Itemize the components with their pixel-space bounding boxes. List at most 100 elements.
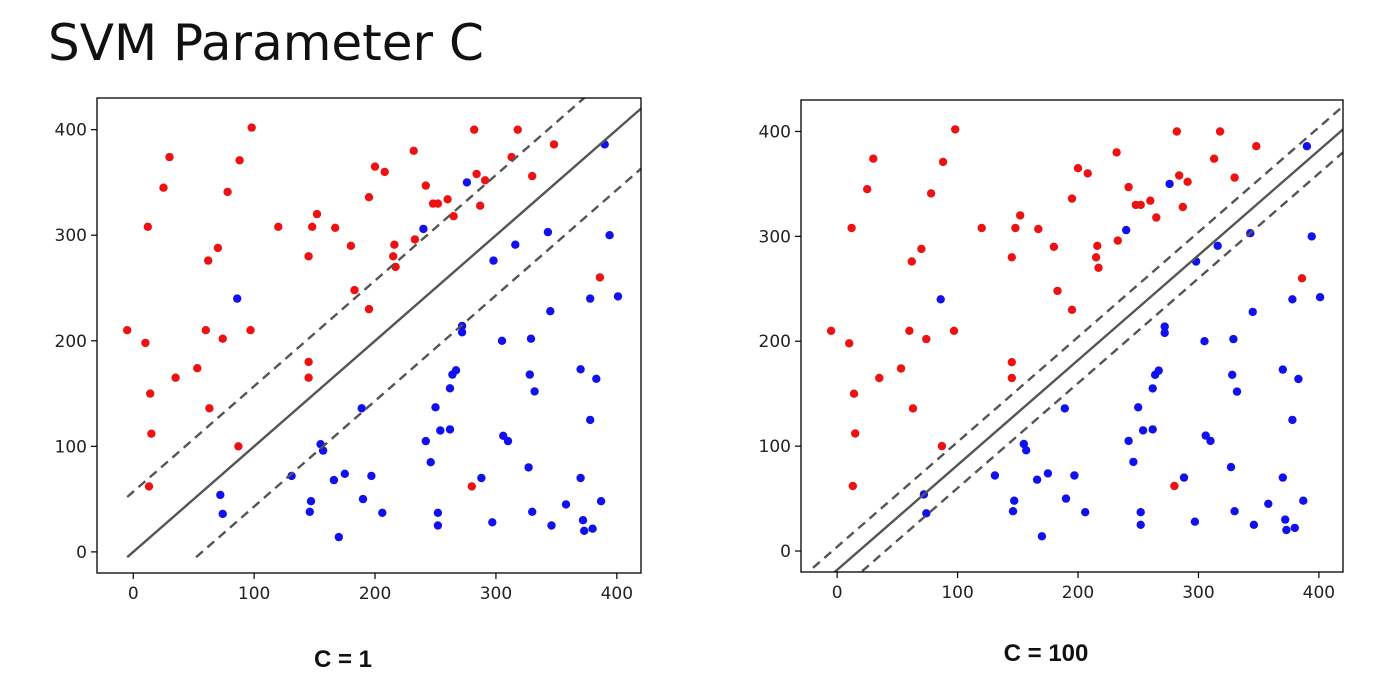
- point-blue-52: [1294, 374, 1303, 384]
- point-red-7: [165, 152, 174, 162]
- point-red-34: [1093, 241, 1102, 250]
- point-red-43: [467, 482, 476, 491]
- point-blue-39: [1230, 507, 1239, 516]
- chart-caption-c-100: C = 100: [1003, 640, 1089, 667]
- point-blue-23: [1148, 384, 1157, 393]
- point-blue-4: [1008, 507, 1018, 516]
- y-tick-label: 300: [55, 226, 87, 246]
- x-tick-label: 0: [832, 583, 843, 603]
- point-red-47: [480, 176, 490, 185]
- point-blue-52: [592, 374, 601, 383]
- point-red-8: [875, 373, 884, 383]
- point-blue-51: [1290, 523, 1300, 533]
- chart-c-1: 0 100 200 300 400 0 100 200 300 400: [55, 97, 642, 604]
- point-red-26: [331, 223, 340, 232]
- point-red-45: [1175, 171, 1184, 180]
- point-red-11: [907, 257, 916, 266]
- point-red-37: [410, 235, 420, 244]
- point-red-16: [937, 441, 947, 451]
- point-blue-51: [588, 524, 597, 533]
- y-tick-label: 0: [76, 543, 87, 563]
- point-blue-11: [357, 404, 366, 413]
- point-blue-10: [340, 469, 349, 478]
- point-blue-47: [1281, 515, 1290, 524]
- point-red-6: [159, 183, 168, 192]
- x-tick-label: 400: [1303, 583, 1335, 603]
- point-blue-21: [1138, 426, 1148, 435]
- point-blue-18: [1134, 403, 1143, 412]
- point-red-24: [308, 222, 317, 231]
- point-red-20: [274, 222, 283, 231]
- x-tick-label: 200: [359, 584, 391, 604]
- decision-boundary: [126, 107, 641, 559]
- point-red-36: [1112, 148, 1121, 157]
- point-red-1: [845, 339, 854, 348]
- x-tick-label: 0: [128, 584, 139, 604]
- point-blue-30: [1190, 517, 1200, 526]
- margin-lower: [195, 167, 641, 559]
- point-blue-31: [489, 256, 498, 265]
- point-blue-38: [526, 334, 536, 343]
- point-red-50: [528, 171, 537, 181]
- point-blue-32: [497, 336, 507, 345]
- point-red-13: [917, 244, 926, 254]
- point-blue-16: [1124, 436, 1133, 446]
- point-blue-30: [488, 518, 497, 527]
- point-red-40: [433, 199, 443, 208]
- point-blue-27: [1160, 328, 1169, 338]
- point-red-19: [951, 125, 960, 134]
- point-red-11: [204, 256, 213, 265]
- point-red-23: [1007, 373, 1016, 383]
- point-red-41: [1146, 196, 1155, 205]
- point-red-27: [346, 241, 356, 250]
- point-red-50: [1230, 173, 1239, 182]
- point-blue-8: [1032, 475, 1042, 484]
- point-blue-2: [936, 295, 945, 304]
- point-blue-53: [596, 497, 606, 506]
- point-red-51: [1252, 142, 1261, 151]
- point-red-0: [826, 326, 836, 335]
- point-blue-49: [1288, 295, 1297, 304]
- point-blue-10: [1043, 469, 1053, 478]
- point-blue-48: [580, 526, 589, 535]
- point-blue-34: [503, 436, 513, 446]
- point-red-15: [926, 189, 936, 198]
- x-tick-label: 100: [941, 583, 973, 603]
- point-red-4: [851, 429, 860, 438]
- point-red-45: [472, 169, 481, 179]
- point-red-44: [1172, 127, 1182, 136]
- point-blue-25: [1154, 366, 1163, 375]
- point-red-4: [147, 429, 156, 438]
- point-blue-46: [1278, 365, 1288, 374]
- point-blue-7: [1021, 446, 1031, 455]
- point-blue-44: [561, 500, 571, 509]
- point-red-28: [1053, 286, 1062, 296]
- y-tick-label: 200: [55, 332, 87, 352]
- point-blue-6: [1019, 439, 1028, 449]
- point-red-49: [513, 125, 522, 134]
- point-red-26: [1034, 224, 1043, 234]
- point-red-7: [869, 154, 878, 163]
- point-blue-28: [1165, 179, 1174, 189]
- x-tick-label: 100: [238, 584, 270, 604]
- point-blue-13: [1070, 471, 1079, 480]
- point-blue-20: [433, 521, 443, 530]
- point-red-13: [213, 243, 223, 253]
- point-blue-50: [586, 415, 595, 425]
- point-blue-26: [1160, 322, 1169, 331]
- point-blue-4: [305, 507, 314, 516]
- point-blue-19: [1136, 508, 1145, 517]
- point-red-9: [896, 364, 906, 373]
- point-blue-20: [1136, 520, 1145, 529]
- x-tick-label: 300: [1182, 583, 1214, 603]
- point-red-25: [312, 209, 322, 219]
- point-blue-54: [1302, 142, 1312, 151]
- point-red-21: [304, 252, 313, 261]
- point-blue-47: [578, 516, 588, 525]
- point-blue-56: [613, 292, 623, 301]
- point-red-43: [1170, 481, 1179, 491]
- point-red-30: [1067, 194, 1077, 203]
- point-blue-8: [329, 475, 339, 485]
- point-blue-17: [426, 458, 435, 467]
- point-red-35: [1094, 263, 1103, 272]
